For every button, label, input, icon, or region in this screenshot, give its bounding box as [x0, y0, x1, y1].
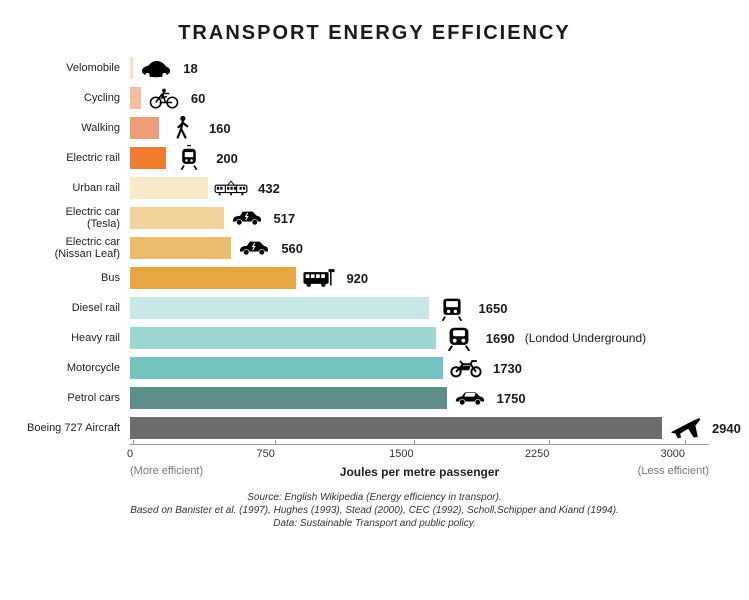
row-label: Urban rail — [10, 182, 120, 194]
bar-value-extra: (Londod Underground) — [525, 331, 646, 345]
footer-line-2: Based on Banister et al. (1997), Hughes … — [0, 504, 749, 517]
x-tick: 2250 — [537, 445, 561, 460]
value-group: 920 — [302, 265, 368, 291]
bar-value: 432 — [258, 181, 280, 196]
row-label: Velomobile — [10, 62, 120, 74]
value-group: 60 — [147, 85, 205, 111]
row-label: Bus — [10, 272, 120, 284]
bar-value: 517 — [274, 211, 296, 226]
ecar-icon — [237, 235, 271, 261]
row-label: Diesel rail — [10, 302, 120, 314]
value-group: 2940 — [668, 415, 741, 441]
bar — [130, 327, 436, 349]
bar-value: 200 — [216, 151, 238, 166]
value-group: 432 — [214, 175, 280, 201]
bar-value: 1650 — [479, 301, 508, 316]
moto-icon — [449, 355, 483, 381]
walk-icon — [165, 115, 199, 141]
value-group: 517 — [230, 205, 296, 231]
chart-row: Electric rail200 — [130, 143, 709, 173]
chart-row: Velomobile18 — [130, 53, 709, 83]
bar — [130, 117, 159, 139]
bar — [130, 357, 443, 379]
chart-area: Velomobile18Cycling60Walking160Electric … — [130, 53, 709, 485]
chart-row: Petrol cars1750 — [130, 383, 709, 413]
bar-value: 920 — [346, 271, 368, 286]
x-axis: (More efficient) Joules per metre passen… — [130, 444, 709, 485]
chart-row: Heavy rail1690(Londod Underground) — [130, 323, 709, 353]
bar — [130, 237, 231, 259]
x-axis-label: Joules per metre passenger — [340, 465, 499, 479]
heavy-icon — [442, 325, 476, 351]
bar — [130, 57, 133, 79]
chart-row: Electric car(Tesla)517 — [130, 203, 709, 233]
chart-row: Electric car(Nissan Leaf)560 — [130, 233, 709, 263]
value-group: 1650 — [435, 295, 508, 321]
bar — [130, 387, 447, 409]
chart-row: Urban rail432 — [130, 173, 709, 203]
row-label: Petrol cars — [10, 392, 120, 404]
row-label: Heavy rail — [10, 332, 120, 344]
chart-footer: Source: English Wikipedia (Energy effici… — [0, 491, 749, 530]
bicycle-icon — [147, 85, 181, 111]
bar-value: 2940 — [712, 421, 741, 436]
value-group: 200 — [172, 145, 238, 171]
bar-value: 60 — [191, 91, 205, 106]
bar — [130, 87, 141, 109]
bus-icon — [302, 265, 336, 291]
tram-icon — [214, 175, 248, 201]
value-group: 160 — [165, 115, 231, 141]
chart-title: TRANSPORT ENERGY EFFICIENCY — [0, 22, 749, 45]
bar-value: 1750 — [497, 391, 526, 406]
x-tick: 750 — [266, 445, 284, 460]
row-label: Walking — [10, 122, 120, 134]
bar — [130, 207, 224, 229]
row-label: Cycling — [10, 92, 120, 104]
x-tick: 1500 — [401, 445, 425, 460]
footer-line-3: Data: Sustainable Transport and public p… — [0, 517, 749, 530]
value-group: 560 — [237, 235, 303, 261]
velomobile-icon — [139, 55, 173, 81]
row-label: Electric car(Nissan Leaf) — [10, 236, 120, 260]
bar — [130, 147, 166, 169]
value-group: 1750 — [453, 385, 526, 411]
axis-note-right: (Less efficient) — [638, 465, 709, 477]
axis-note-left: (More efficient) — [130, 465, 203, 477]
chart-row: Bus920 — [130, 263, 709, 293]
chart-row: Motorcycle1730 — [130, 353, 709, 383]
car-icon — [453, 385, 487, 411]
chart-plot: Velomobile18Cycling60Walking160Electric … — [130, 53, 709, 443]
value-group: 18 — [139, 55, 197, 81]
bar — [130, 417, 662, 439]
x-tick: 0 — [130, 445, 136, 460]
bar-value: 160 — [209, 121, 231, 136]
rail-icon — [172, 145, 206, 171]
bar-value: 560 — [281, 241, 303, 256]
chart-row: Walking160 — [130, 113, 709, 143]
bar — [130, 177, 208, 199]
ecar-icon — [230, 205, 264, 231]
footer-line-1: Source: English Wikipedia (Energy effici… — [0, 491, 749, 504]
chart-row: Boeing 727 Aircraft2940 — [130, 413, 709, 443]
bar-value: 1690 — [486, 331, 515, 346]
value-group: 1730 — [449, 355, 522, 381]
bar-value: 18 — [183, 61, 197, 76]
chart-row: Cycling60 — [130, 83, 709, 113]
row-label: Motorcycle — [10, 362, 120, 374]
row-label: Electric rail — [10, 152, 120, 164]
value-group: 1690 (Londod Underground) — [442, 325, 646, 351]
plane-icon — [668, 415, 702, 441]
x-tick: 3000 — [673, 445, 697, 460]
bar-value: 1730 — [493, 361, 522, 376]
bar — [130, 297, 429, 319]
chart-row: Diesel rail1650 — [130, 293, 709, 323]
diesel-icon — [435, 295, 469, 321]
row-label: Electric car(Tesla) — [10, 206, 120, 230]
row-label: Boeing 727 Aircraft — [10, 422, 120, 434]
bar — [130, 267, 296, 289]
